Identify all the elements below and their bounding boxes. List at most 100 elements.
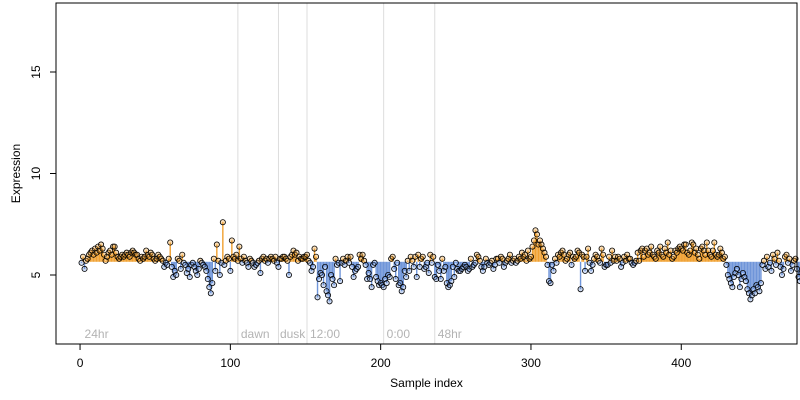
data-point — [412, 253, 419, 260]
data-point — [696, 255, 703, 262]
data-point — [81, 265, 88, 272]
data-point — [766, 259, 773, 266]
data-point — [693, 245, 700, 252]
data-point — [436, 267, 443, 274]
data-point — [401, 267, 408, 274]
data-point — [760, 257, 767, 264]
data-point — [219, 219, 226, 226]
x-tick-label: 200 — [371, 356, 391, 370]
data-point — [529, 243, 536, 250]
data-point — [433, 276, 440, 283]
data-point — [762, 265, 769, 272]
data-point — [404, 257, 411, 264]
data-point — [383, 280, 390, 287]
data-point — [215, 257, 222, 264]
data-point — [625, 255, 632, 262]
data-point — [723, 261, 730, 268]
data-point — [177, 265, 184, 272]
data-point — [768, 267, 775, 274]
data-point — [307, 259, 314, 266]
data-point — [664, 239, 671, 246]
data-point — [580, 253, 587, 260]
data-point — [467, 255, 474, 262]
data-point — [304, 251, 311, 258]
data-point — [427, 251, 434, 258]
data-point — [652, 255, 659, 262]
data-point — [648, 243, 655, 250]
data-point — [670, 253, 677, 260]
data-point — [419, 253, 426, 260]
data-point — [586, 259, 593, 266]
data-point — [141, 253, 148, 260]
data-point — [583, 253, 590, 260]
data-point — [742, 278, 749, 285]
data-point — [110, 243, 117, 250]
data-point — [561, 251, 568, 258]
group-label: 12:00 — [310, 327, 340, 341]
data-point — [335, 259, 342, 266]
data-point — [553, 259, 560, 266]
data-point — [604, 261, 611, 268]
data-point — [777, 263, 784, 270]
data-point — [314, 294, 321, 301]
data-point — [233, 251, 240, 258]
y-tick-label: 10 — [29, 167, 43, 181]
data-point — [392, 276, 399, 283]
data-point — [633, 257, 640, 264]
x-axis-label: Sample index — [390, 376, 463, 390]
data-point — [326, 298, 333, 305]
data-point — [111, 243, 118, 250]
data-point — [213, 241, 220, 248]
data-point — [609, 247, 616, 254]
data-point — [255, 257, 262, 264]
data-point — [783, 251, 790, 258]
data-point — [170, 274, 177, 281]
data-point — [275, 263, 282, 270]
x-axis: 0 100 200 300 400 — [77, 343, 692, 370]
data-point — [448, 278, 455, 285]
data-point — [506, 251, 513, 258]
data-point — [451, 274, 458, 281]
y-tick-label: 15 — [29, 65, 43, 79]
data-point — [598, 245, 605, 252]
data-point — [787, 267, 794, 274]
data-point — [646, 249, 653, 256]
plot-area-border — [55, 2, 798, 345]
data-point — [544, 261, 551, 268]
data-point — [367, 276, 374, 283]
data-point — [207, 290, 214, 297]
data-point — [496, 259, 503, 266]
data-point — [362, 261, 369, 268]
data-point — [245, 263, 252, 270]
group-labels: 24hr dawn dusk 12:00 0:00 48hr — [85, 327, 462, 341]
data-point — [682, 241, 689, 248]
data-point — [667, 247, 674, 254]
data-point — [165, 255, 172, 262]
data-point — [466, 265, 473, 272]
data-point — [576, 249, 583, 256]
data-point — [655, 249, 662, 256]
data-point — [206, 284, 213, 291]
data-point — [748, 292, 755, 299]
data-point — [239, 259, 246, 266]
y-tick-label: 5 — [29, 271, 43, 278]
y-axis-label: Expression — [9, 144, 23, 203]
data-point — [589, 261, 596, 268]
data-point — [442, 263, 449, 270]
data-point — [634, 249, 641, 256]
data-point — [257, 269, 264, 276]
data-point — [434, 261, 441, 268]
data-point — [227, 267, 234, 274]
data-point — [718, 249, 725, 256]
data-points — [78, 219, 800, 305]
data-point — [409, 257, 416, 264]
data-point — [733, 265, 740, 272]
data-point — [550, 267, 557, 274]
data-point — [517, 255, 524, 262]
data-point — [430, 253, 437, 260]
data-point — [709, 247, 716, 254]
group-label: dusk — [280, 327, 306, 341]
data-point — [756, 288, 763, 295]
data-point — [350, 274, 357, 281]
data-point — [394, 259, 401, 266]
